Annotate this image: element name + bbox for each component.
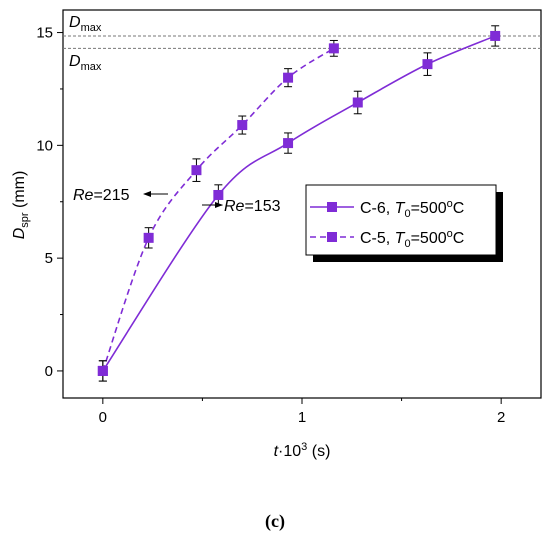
- series-layer: [97, 25, 501, 382]
- x-tick-label: 2: [497, 409, 505, 426]
- svg-text:C-5, T0=500oC: C-5, T0=500oC: [360, 228, 464, 250]
- data-point: [213, 189, 224, 200]
- annotation-re153: Re=153: [202, 198, 281, 215]
- dmax-label-upper: Dmax: [69, 14, 102, 34]
- series-1: [97, 39, 339, 382]
- data-point: [283, 72, 294, 83]
- y-tick-label: 10: [36, 137, 53, 154]
- y-tick-label: 5: [45, 250, 53, 267]
- x-tick-label: 1: [298, 409, 306, 426]
- data-point: [97, 365, 108, 376]
- svg-text:Re=215: Re=215: [73, 187, 130, 204]
- y-tick-label: 0: [45, 363, 53, 380]
- data-point: [328, 43, 339, 54]
- x-axis-title: t·103 (s): [274, 441, 331, 460]
- svg-text:C-6, T0=500oC: C-6, T0=500oC: [360, 198, 464, 220]
- data-point: [143, 232, 154, 243]
- series-line: [102, 47, 335, 372]
- data-point: [191, 165, 202, 176]
- y-tick-label: 15: [36, 25, 53, 42]
- data-point: [490, 30, 501, 41]
- data-point: [237, 120, 248, 131]
- y-axis-title: Dspr (mm): [11, 171, 31, 240]
- panel-label: (c): [265, 511, 285, 532]
- data-point: [422, 59, 433, 70]
- data-point: [352, 97, 363, 108]
- svg-text:Re=153: Re=153: [224, 198, 281, 215]
- x-axis: 0 1 2: [99, 398, 505, 426]
- legend: C-6, T0=500oC C-5, T0=500oC: [305, 184, 503, 262]
- x-tick-label: 0: [99, 409, 107, 426]
- annotation-re215: Re=215: [73, 187, 168, 204]
- dmax-label-lower: Dmax: [69, 53, 102, 73]
- legend-entry-c6: C-6, T0=500oC: [310, 198, 464, 220]
- data-point: [283, 138, 294, 149]
- y-axis: 0 5 10 15: [36, 25, 63, 380]
- legend-entry-c5: C-5, T0=500oC: [310, 228, 464, 250]
